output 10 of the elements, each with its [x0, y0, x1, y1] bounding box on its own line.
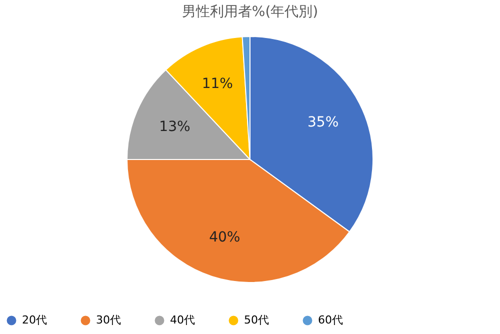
legend-label: 30代 [96, 314, 121, 327]
data-label: 11% [202, 76, 233, 92]
legend-label: 60代 [318, 314, 343, 327]
data-label: 13% [159, 118, 190, 135]
data-label: 40% [209, 229, 240, 246]
data-label: 35% [308, 114, 339, 130]
legend-label: 50代 [244, 314, 269, 327]
legend-label: 40代 [170, 314, 195, 327]
legend-label: 20代 [22, 314, 47, 327]
chart-title: 男性利用者%(年代別) [182, 4, 318, 20]
